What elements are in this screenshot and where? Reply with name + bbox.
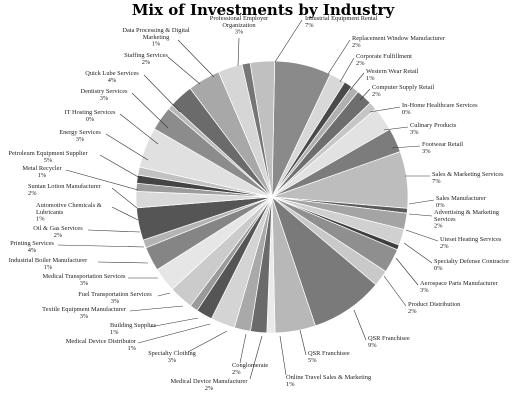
slice-label-2: Corporate Fulfillment 2% — [356, 53, 412, 67]
slice-label-19: Conglomerate 2% — [232, 362, 268, 376]
slice-label-17: Online Travel Sales & Marketing 1% — [286, 374, 372, 388]
leader-line-24 — [157, 292, 171, 297]
slice-label-15: QSR Franchisee 9% — [368, 335, 410, 349]
leader-line-27 — [57, 244, 145, 248]
leader-line-11 — [405, 229, 439, 242]
slice-labels: Industrial Equipment Rental 7% Replacement… — [8, 15, 510, 392]
leader-line-15 — [353, 309, 367, 341]
leader-line-2 — [339, 57, 355, 83]
leader-line-30 — [111, 187, 138, 209]
slice-label-26: Industrial Boiler Manufacturer 1% — [9, 257, 88, 271]
leader-line-26 — [97, 261, 149, 264]
leader-line-38 — [177, 39, 215, 78]
leader-line-17 — [279, 335, 287, 376]
leader-line-3 — [349, 72, 365, 91]
pie-slices — [135, 60, 409, 334]
leader-line-0 — [274, 19, 303, 63]
slice-label-6: Culinary Products 3% — [410, 122, 457, 136]
leader-line-21 — [137, 323, 211, 344]
slice-label-37: Staffing Services 2% — [124, 52, 168, 66]
slice-label-25: Medical Transportation Services 3% — [42, 273, 126, 287]
slice-label-29: Automotive Chemicals & Lubricants 1% — [36, 202, 102, 223]
slice-label-21: Medical Device Distributor 1% — [66, 338, 137, 352]
leader-line-7 — [391, 145, 421, 149]
slice-label-30: Suntan Lotion Manufacturer 2% — [28, 183, 102, 197]
slice-label-33: Energy Services 3% — [59, 129, 101, 143]
slice-label-39: Professional Employer Organization 3% — [210, 15, 269, 36]
leader-line-29 — [111, 206, 139, 221]
slice-label-14: Product Distribution 2% — [408, 301, 461, 315]
leader-line-14 — [383, 275, 407, 307]
slice-label-18: Medical Device Manufacturer 2% — [170, 378, 248, 392]
slice-label-12: Specialty Defense Contractor 0% — [434, 258, 510, 272]
leader-line-36 — [143, 74, 181, 113]
leader-line-19 — [239, 333, 247, 364]
leader-line-5 — [369, 106, 401, 113]
leader-line-22 — [149, 317, 199, 328]
leader-line-37 — [167, 56, 201, 85]
leader-line-13 — [395, 257, 419, 286]
leader-line-33 — [105, 133, 149, 161]
leader-line-28 — [87, 229, 141, 233]
pie-slice-39 — [249, 60, 276, 198]
slice-label-3: Western Wear Retail 1% — [366, 68, 419, 82]
slice-label-4: Computer Supply Retail 2% — [372, 84, 434, 98]
leader-lines — [57, 19, 439, 380]
leader-line-35 — [131, 92, 169, 129]
leader-line-16 — [299, 329, 307, 356]
leader-line-10 — [408, 213, 433, 217]
slice-label-16: QSR Franchisee 5% — [308, 350, 350, 364]
leader-line-20 — [187, 330, 228, 353]
slice-label-0: Industrial Equipment Rental 7% — [305, 15, 378, 29]
slice-label-23: Textile Equipment Manufacturer 3% — [42, 306, 127, 320]
leader-line-31 — [65, 169, 139, 191]
slice-label-9: Sales Manufacturer 0% — [436, 195, 487, 209]
leader-line-1 — [327, 39, 351, 75]
slice-label-11: Uteset Heating Services 2% — [440, 236, 502, 250]
slice-label-8: Sales & Marketing Services 7% — [432, 171, 504, 185]
slice-label-22: Building Supplies 1% — [110, 322, 156, 336]
leader-line-34 — [119, 113, 159, 145]
leader-line-12 — [403, 242, 433, 264]
slice-label-7: Footwear Retail 3% — [422, 141, 463, 155]
leader-line-6 — [383, 126, 409, 131]
leader-line-18 — [249, 335, 263, 380]
slice-label-32: Petroleum Equipment Supplier 5% — [8, 150, 88, 164]
chart-title: Mix of Investments by Industry — [132, 1, 396, 19]
slice-label-31: Metal Recycler 1% — [22, 165, 62, 179]
slice-label-36: Quick Lube Services 4% — [85, 70, 139, 84]
leader-line-32 — [99, 154, 141, 179]
slice-label-5: In-Home Healthcare Services 0% — [402, 102, 478, 116]
leader-line-23 — [129, 305, 184, 312]
slice-label-13: Aerospace Parts Manufacturer 3% — [420, 280, 499, 294]
slice-label-24: Fuel Transportation Services 3% — [78, 291, 152, 305]
slice-label-20: Specialty Clothing 3% — [148, 350, 197, 364]
slice-label-27: Printing Services 4% — [10, 240, 54, 254]
leader-line-4 — [359, 88, 371, 101]
slice-label-34: IT Hosting Services 0% — [64, 109, 116, 123]
slice-label-35: Dentistry Services 3% — [80, 88, 128, 102]
slice-label-38: Data Processing & Digital Marketing 1% — [122, 27, 189, 48]
slice-label-28: Oil & Gas Services 2% — [33, 225, 83, 239]
leader-line-9 — [408, 199, 435, 205]
leader-line-39 — [237, 37, 240, 67]
slice-label-10: Advertising & Marketing Services 2% — [434, 209, 500, 230]
slice-label-1: Replacement Window Manufacturer 2% — [352, 35, 446, 49]
